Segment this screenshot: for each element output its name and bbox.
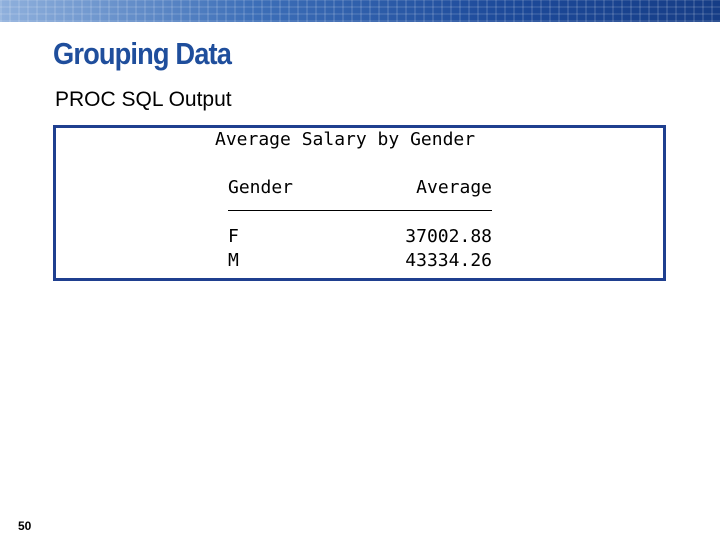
page-number: 50 [18,519,32,533]
table-cell: F [228,226,239,247]
slide-title: Grouping Data [53,36,232,71]
table-cell: M [228,250,239,271]
column-header: Gender [228,177,294,198]
output-title: Average Salary by Gender [215,129,476,150]
column-header: Average [416,177,492,198]
top-banner [0,0,720,22]
output-box [53,125,666,281]
table-cell: 37002.88 [405,226,492,247]
table-cell: 43334.26 [405,250,492,271]
slide-subtitle: PROC SQL Output [55,88,232,111]
header-rule [228,210,492,211]
